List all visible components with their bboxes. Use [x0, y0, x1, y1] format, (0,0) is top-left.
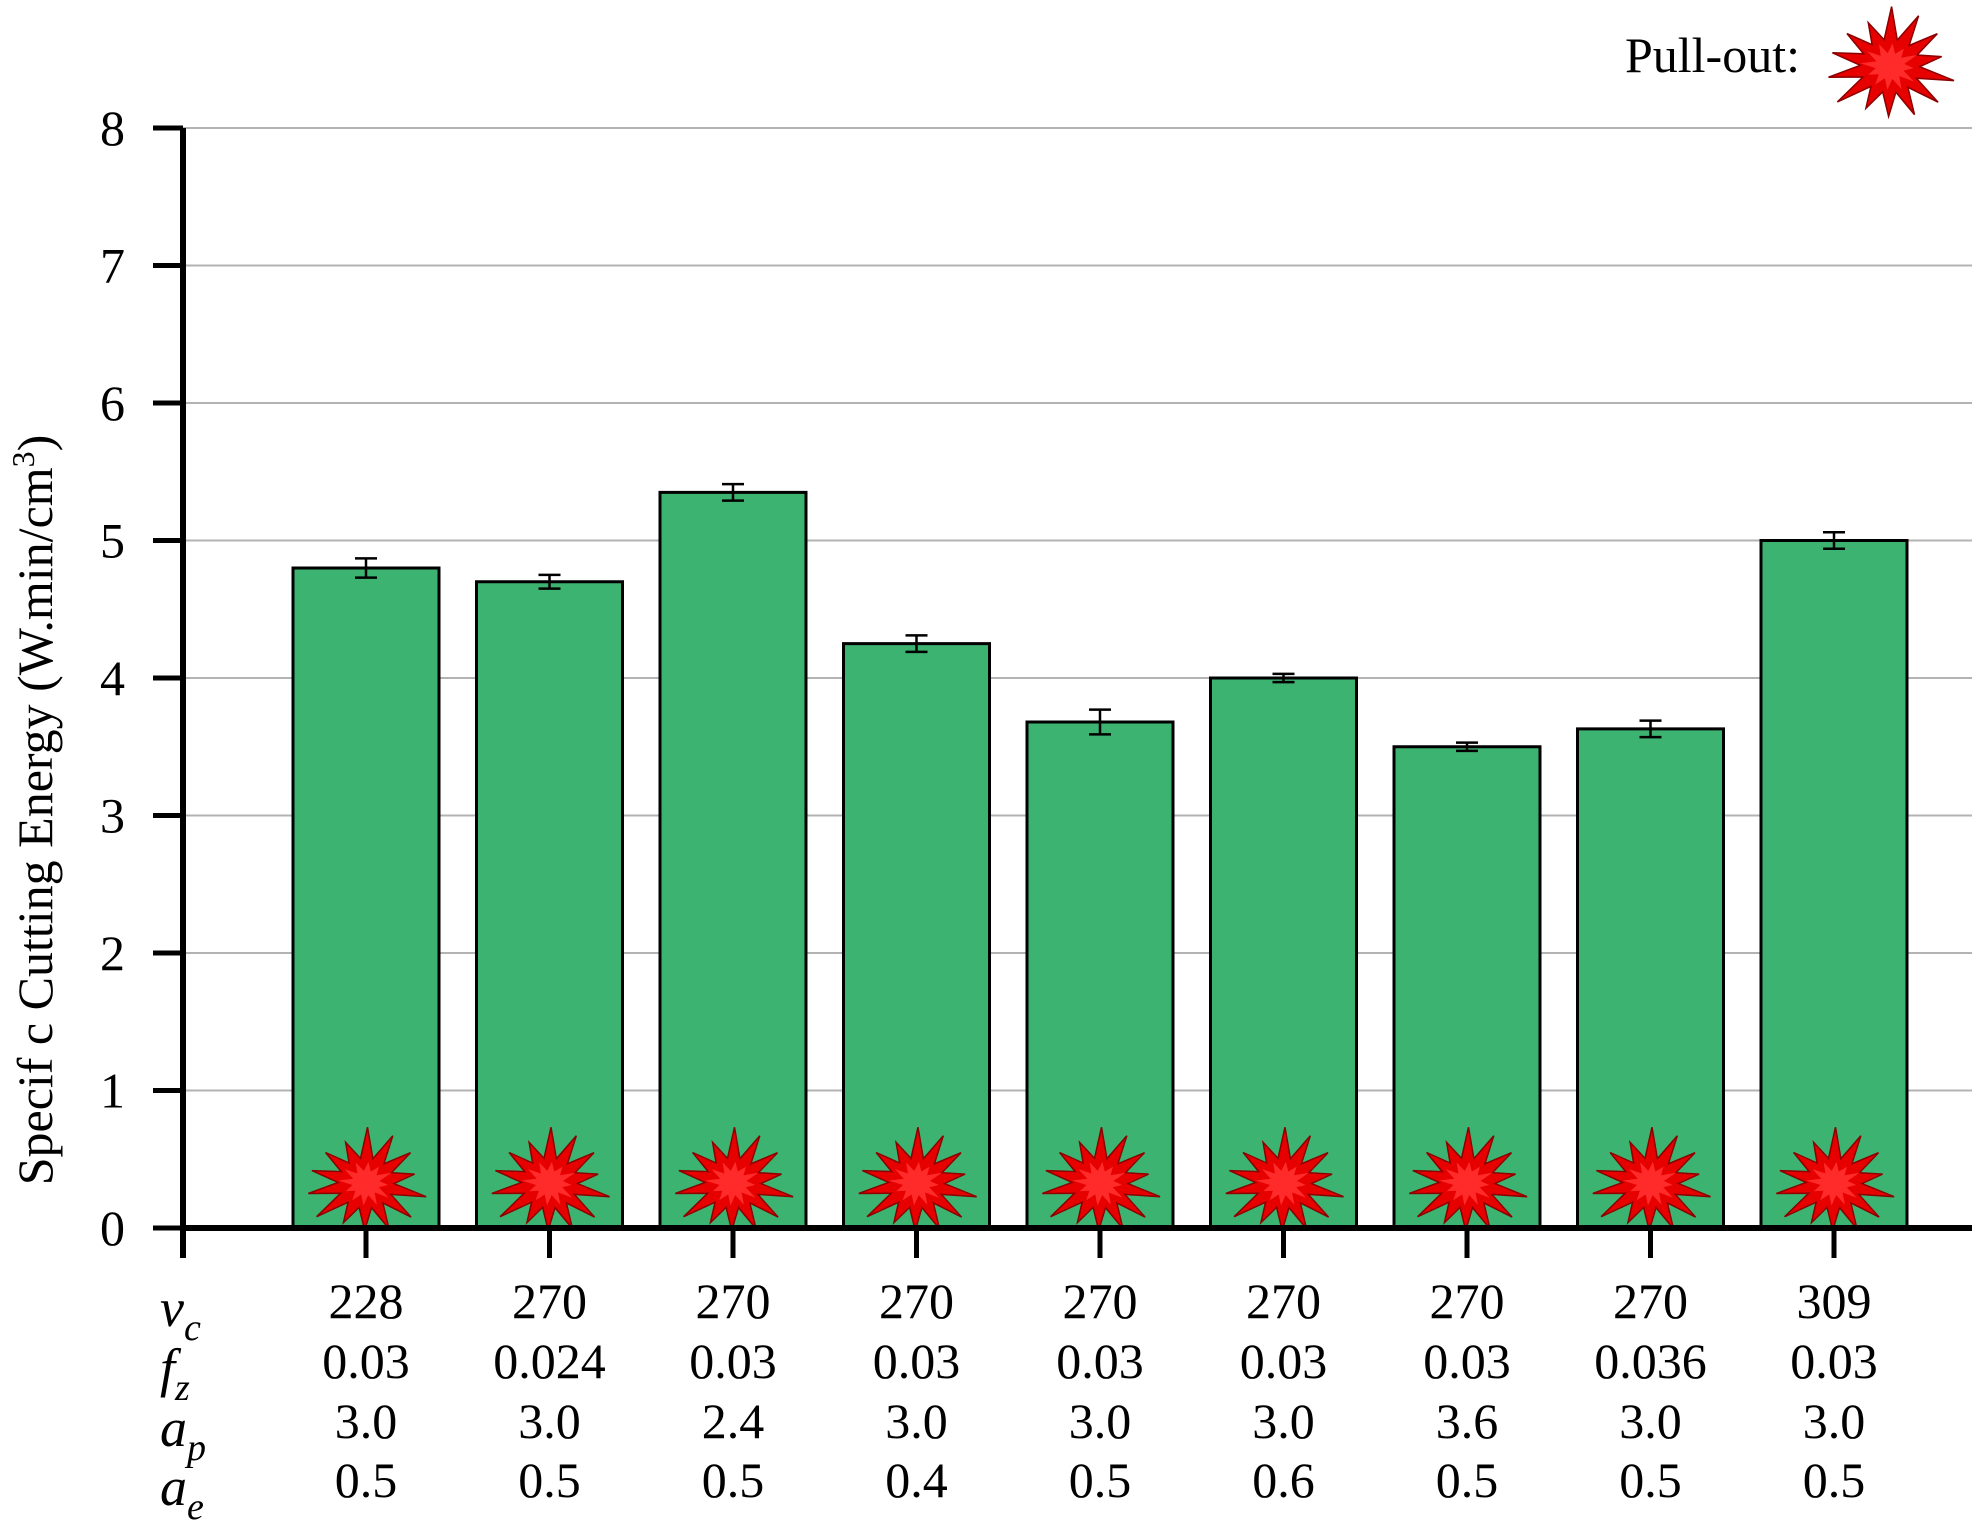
param-value: 270 [1063, 1273, 1138, 1329]
param-value: 0.03 [1056, 1333, 1144, 1389]
param-value: 0.5 [702, 1452, 765, 1508]
param-value: 0.03 [689, 1333, 777, 1389]
param-row-label: ae [160, 1457, 204, 1525]
error-bar [722, 482, 744, 502]
y-tick-label: 3 [100, 788, 125, 844]
param-value: 0.5 [518, 1452, 581, 1508]
param-value: 0.5 [1619, 1452, 1682, 1508]
legend-label: Pull-out: [1625, 27, 1800, 83]
pullout-marker [1776, 1127, 1895, 1234]
pullout-marker [1042, 1127, 1161, 1234]
y-axis-label: Specif c Cutting Energy (W.min/cm3) [5, 435, 63, 1186]
param-value: 0.5 [1803, 1452, 1866, 1508]
param-value: 270 [1613, 1273, 1688, 1329]
error-bar [538, 573, 561, 590]
param-value: 3.0 [885, 1393, 948, 1449]
param-value: 0.6 [1252, 1452, 1315, 1508]
param-value: 270 [512, 1273, 587, 1329]
param-row-label: ap [160, 1398, 206, 1469]
param-value: 3.0 [1803, 1393, 1866, 1449]
bars [291, 490, 1909, 1230]
param-value: 270 [1246, 1273, 1321, 1329]
y-tick-label: 1 [100, 1063, 125, 1119]
error-bar [1089, 708, 1111, 736]
param-value: 309 [1797, 1273, 1872, 1329]
param-value: 0.5 [1069, 1452, 1132, 1508]
error-bar [355, 557, 377, 579]
legend-starburst [1828, 6, 1955, 120]
param-value: 3.0 [1619, 1393, 1682, 1449]
param-value: 270 [1430, 1273, 1505, 1329]
param-value: 0.5 [1436, 1452, 1499, 1508]
pullout-marker [491, 1127, 610, 1234]
param-value: 270 [696, 1273, 771, 1329]
y-tick-label: 6 [100, 375, 125, 431]
param-value: 3.0 [1069, 1393, 1132, 1449]
param-value: 3.0 [1252, 1393, 1315, 1449]
pullout-marker [1592, 1127, 1711, 1234]
error-bar [1272, 672, 1295, 684]
param-value: 3.0 [518, 1393, 581, 1449]
y-tick-labels: 0 1 2 3 4 5 6 7 8 [100, 100, 125, 1256]
pullout-marker [1409, 1127, 1528, 1234]
y-tick-label: 0 [100, 1200, 125, 1256]
pullout-marker [858, 1127, 977, 1234]
param-value: 0.03 [322, 1333, 410, 1389]
param-value: 0.5 [335, 1452, 398, 1508]
param-value: 2.4 [702, 1393, 765, 1449]
y-tick-label: 4 [100, 650, 125, 706]
bar [1759, 539, 1909, 1230]
param-value: 3.0 [335, 1393, 398, 1449]
axes [153, 125, 1972, 1258]
param-value: 0.024 [493, 1333, 606, 1389]
param-value: 0.03 [1423, 1333, 1511, 1389]
param-value: 3.6 [1436, 1393, 1499, 1449]
bar [475, 580, 624, 1230]
param-value: 228 [329, 1273, 404, 1329]
bar [658, 490, 808, 1230]
error-bar [905, 634, 928, 654]
pullout-marker [675, 1127, 794, 1234]
y-tick-label: 2 [100, 925, 125, 981]
error-bar [1456, 741, 1478, 753]
y-tick-label: 7 [100, 238, 125, 294]
param-value: 270 [879, 1273, 954, 1329]
error-bars [355, 482, 1845, 753]
y-tick-label: 8 [100, 100, 125, 156]
param-value: 0.03 [1790, 1333, 1878, 1389]
param-value: 0.03 [873, 1333, 961, 1389]
error-bar [1823, 531, 1845, 550]
bar [291, 566, 441, 1230]
pullout-marker [1225, 1127, 1344, 1234]
pullout-markers [308, 1127, 1895, 1234]
y-tick-label: 5 [100, 513, 125, 569]
param-value: 0.036 [1594, 1333, 1707, 1389]
param-row-label: vc [160, 1278, 201, 1349]
param-value: 0.4 [885, 1452, 948, 1508]
param-value: 0.03 [1240, 1333, 1328, 1389]
legend: Pull-out: [1625, 6, 1955, 120]
error-bar [1639, 719, 1662, 739]
pullout-marker [308, 1127, 427, 1234]
starburst-icon [1828, 6, 1955, 120]
